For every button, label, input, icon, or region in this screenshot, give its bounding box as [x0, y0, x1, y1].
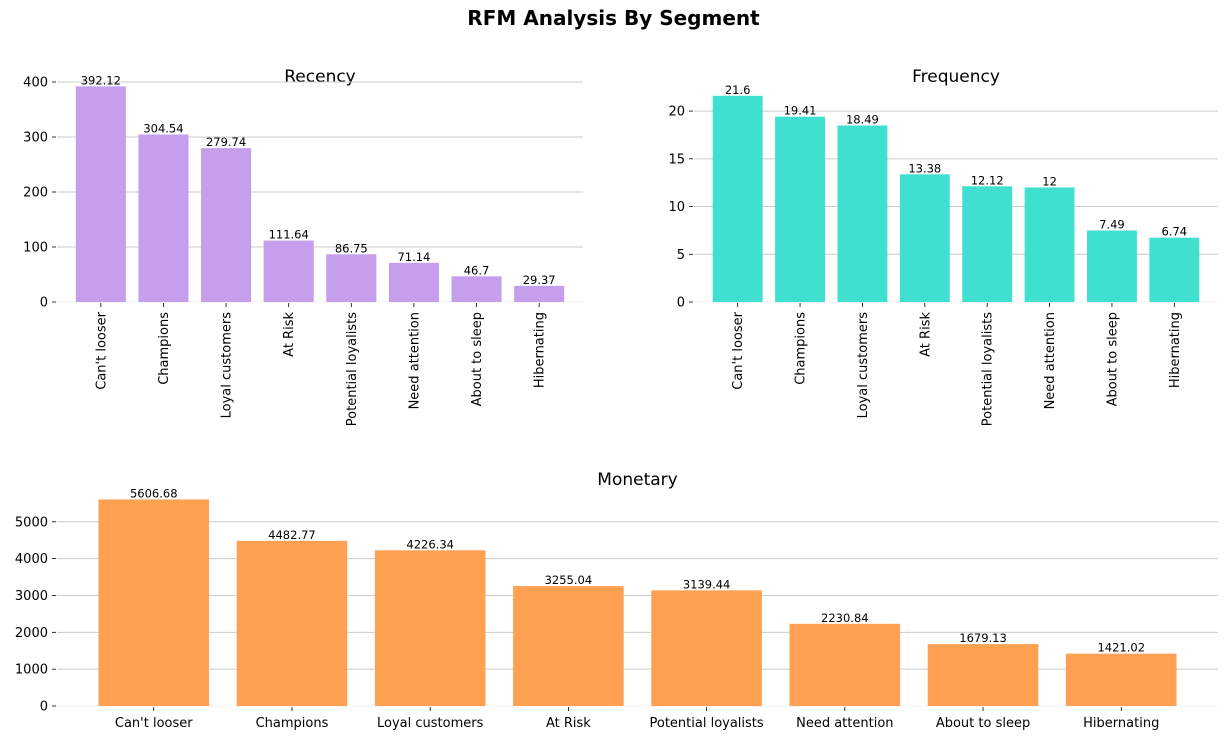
recency-xtick-label: Loyal customers: [220, 312, 235, 419]
frequency-bar-need-attention: [1024, 187, 1075, 302]
frequency-bar-about-to-sleep: [1087, 230, 1137, 302]
monetary-xtick-label: Hibernating: [1083, 716, 1159, 731]
monetary-title: Monetary: [597, 470, 677, 490]
recency-bar-can-t-looser: [75, 86, 126, 302]
monetary-value-label: 5606.68: [130, 486, 178, 500]
frequency-bar-loyal-customers: [837, 125, 888, 302]
recency-value-label: 86.75: [335, 241, 368, 255]
recency-ytick-label: 300: [23, 131, 48, 146]
frequency-bar-champions: [775, 116, 825, 303]
monetary-value-label: 1679.13: [959, 631, 1007, 645]
frequency-bar-can-t-looser: [712, 95, 763, 303]
recency-ytick-label: 0: [40, 296, 48, 311]
frequency-xtick-label: Can't looser: [731, 311, 746, 389]
frequency-title: Frequency: [912, 67, 1000, 87]
recency-xtick-label: Can't looser: [94, 311, 109, 389]
figure-title: RFM Analysis By Segment: [467, 6, 760, 30]
recency-xtick-label: Hibernating: [533, 312, 548, 388]
monetary-value-label: 3139.44: [683, 577, 731, 591]
recency-xtick-label: About to sleep: [470, 312, 485, 406]
recency-value-label: 304.54: [143, 122, 183, 136]
monetary-bar-hibernating: [1065, 653, 1177, 706]
recency-bar-loyal-customers: [201, 148, 252, 302]
recency-ytick-label: 400: [23, 76, 48, 91]
monetary-ytick-label: 1000: [15, 663, 48, 678]
frequency-xtick-label: About to sleep: [1105, 312, 1120, 406]
monetary-xtick-label: Loyal customers: [377, 716, 484, 731]
recency-bar-champions: [138, 134, 189, 302]
frequency-value-label: 6.74: [1162, 225, 1188, 239]
frequency-xtick-label: Loyal customers: [856, 312, 871, 419]
monetary-xtick-label: Champions: [256, 716, 329, 731]
frequency-bar-hibernating: [1149, 237, 1200, 302]
frequency-bar-at-risk: [899, 174, 950, 302]
frequency-value-label: 12.12: [971, 173, 1004, 187]
recency-xtick-label: Need attention: [407, 312, 422, 409]
recency-value-label: 71.14: [397, 250, 430, 264]
recency-xtick-label: Potential loyalists: [345, 312, 360, 426]
monetary-ytick-label: 2000: [15, 626, 48, 641]
monetary-xtick-label: Can't looser: [115, 716, 193, 731]
monetary-value-label: 3255.04: [545, 573, 593, 587]
recency-bar-need-attention: [388, 262, 439, 302]
monetary-bar-loyal-customers: [374, 550, 486, 706]
monetary-bar-at-risk: [513, 586, 624, 706]
frequency-value-label: 12: [1042, 174, 1057, 188]
recency-bar-about-to-sleep: [451, 276, 502, 302]
recency-value-label: 46.7: [464, 263, 490, 277]
frequency-ytick-label: 0: [677, 296, 685, 311]
frequency-xtick-label: Hibernating: [1168, 312, 1183, 388]
monetary-value-label: 4226.34: [406, 537, 454, 551]
frequency-ytick-label: 10: [668, 200, 685, 215]
recency-ytick-label: 200: [23, 186, 48, 201]
monetary-ytick-label: 4000: [15, 552, 48, 567]
monetary-ytick-label: 3000: [15, 589, 48, 604]
monetary-bar-champions: [236, 540, 348, 706]
recency-xtick-label: At Risk: [282, 312, 297, 357]
frequency-value-label: 19.41: [784, 104, 817, 118]
frequency-value-label: 13.38: [908, 161, 941, 175]
frequency-ytick-label: 15: [668, 152, 685, 167]
frequency-value-label: 18.49: [846, 113, 879, 127]
monetary-xtick-label: Potential loyalists: [650, 716, 764, 731]
monetary-bar-potential-loyalists: [651, 590, 762, 706]
recency-value-label: 279.74: [206, 135, 246, 149]
monetary-ytick-label: 0: [40, 700, 48, 715]
monetary-value-label: 2230.84: [821, 611, 869, 625]
frequency-xtick-label: Need attention: [1043, 312, 1058, 409]
recency-value-label: 392.12: [81, 73, 121, 87]
frequency-xtick-label: Potential loyalists: [981, 312, 996, 426]
recency-value-label: 29.37: [523, 273, 556, 287]
monetary-xtick-label: Need attention: [796, 716, 893, 731]
frequency-ytick-label: 20: [668, 105, 685, 120]
recency-bar-potential-loyalists: [326, 254, 377, 302]
monetary-value-label: 4482.77: [268, 528, 316, 542]
frequency-value-label: 21.6: [725, 83, 751, 97]
recency-value-label: 111.64: [269, 228, 309, 242]
frequency-ytick-label: 5: [677, 248, 685, 263]
recency-xtick-label: Champions: [157, 312, 172, 385]
frequency-xtick-label: Champions: [794, 312, 809, 385]
monetary-bar-can-t-looser: [98, 499, 210, 706]
monetary-xtick-label: About to sleep: [936, 716, 1030, 731]
monetary-bar-need-attention: [789, 623, 901, 706]
frequency-xtick-label: At Risk: [918, 312, 933, 357]
frequency-bar-potential-loyalists: [962, 186, 1013, 302]
recency-bar-hibernating: [514, 285, 565, 302]
monetary-xtick-label: At Risk: [546, 716, 591, 731]
monetary-bar-about-to-sleep: [927, 644, 1039, 706]
monetary-value-label: 1421.02: [1097, 641, 1145, 655]
recency-ytick-label: 100: [23, 241, 48, 256]
frequency-value-label: 7.49: [1099, 218, 1125, 232]
recency-bar-at-risk: [263, 240, 314, 302]
monetary-ytick-label: 5000: [15, 515, 48, 530]
